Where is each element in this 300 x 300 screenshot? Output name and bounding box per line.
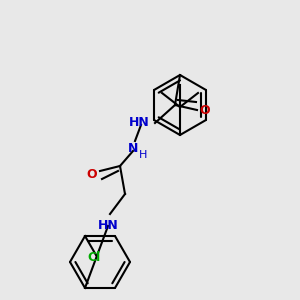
Text: HN: HN (129, 116, 150, 130)
Text: N: N (128, 142, 138, 155)
Text: Cl: Cl (87, 250, 101, 264)
Text: O: O (87, 167, 97, 181)
Text: H: H (139, 150, 147, 160)
Text: HN: HN (98, 219, 118, 232)
Text: O: O (199, 103, 210, 116)
